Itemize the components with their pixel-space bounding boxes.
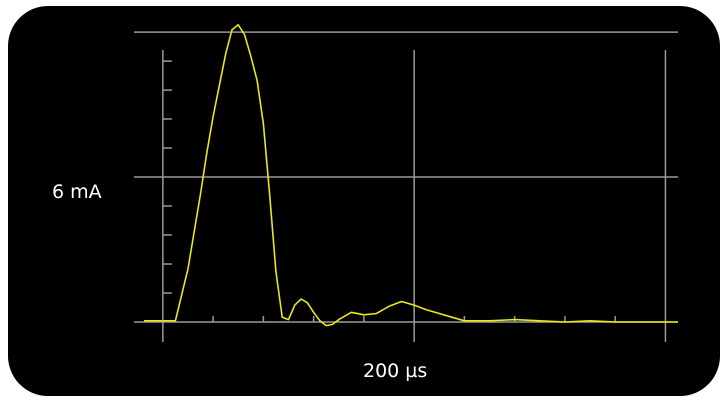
waveform-plot — [134, 23, 678, 342]
grid — [134, 31, 678, 342]
axis-ticks — [162, 60, 616, 322]
x-scale-label: 200 µs — [363, 360, 428, 382]
oscilloscope-screen: 6 mA 200 µs — [8, 6, 720, 396]
y-scale-label: 6 mA — [52, 181, 102, 203]
current-trace — [144, 23, 678, 327]
